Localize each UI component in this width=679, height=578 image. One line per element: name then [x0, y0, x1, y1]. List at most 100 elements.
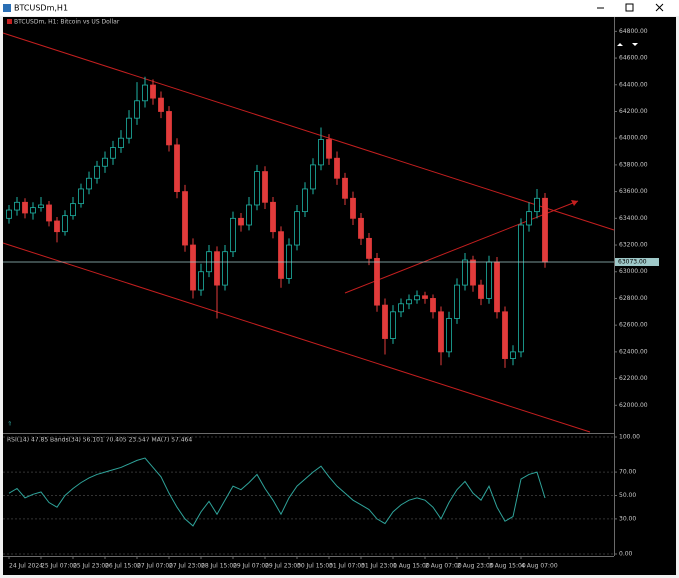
y-tick-label: 64200.00: [619, 108, 648, 115]
price-label-box: [615, 257, 659, 266]
candle-body: [326, 139, 332, 159]
candle-body: [526, 211, 532, 226]
candle-body: [430, 298, 436, 313]
candle-body: [462, 259, 468, 286]
candle-body: [438, 311, 444, 353]
candle-body: [150, 84, 156, 99]
candle-body: [486, 261, 492, 299]
candle-body: [374, 257, 380, 306]
candle-body: [270, 201, 276, 233]
candle-body: [246, 204, 252, 226]
candle-body: [174, 144, 180, 193]
candle-body: [310, 164, 316, 190]
title-bar: [0, 0, 679, 16]
candle-body: [398, 303, 404, 313]
candle-body: [30, 207, 36, 214]
candle-body: [382, 304, 388, 339]
chart-area: [3, 17, 676, 575]
candle-body: [230, 217, 236, 253]
x-tick-label: 28 Jul 15:00: [201, 563, 237, 570]
candle-body: [166, 111, 172, 146]
candle-body: [502, 311, 508, 359]
candle-body: [158, 97, 164, 112]
candle-body: [86, 177, 92, 190]
close-button[interactable]: [655, 3, 664, 12]
candle-body: [454, 284, 460, 319]
x-tick-label: 31 Jul 07:00: [329, 563, 365, 570]
y-tick-label: 62400.00: [619, 348, 648, 355]
y-tick-label: 63600.00: [619, 188, 648, 195]
indicator-tick-label: 100.00: [619, 434, 640, 441]
x-tick-label: 24 Jul 2024: [9, 563, 43, 570]
candle-body: [358, 217, 364, 239]
candle-body: [494, 261, 500, 313]
y-tick-label: 63800.00: [619, 161, 648, 168]
chart-title: BTCUSDm, H1: Bitcoin vs US Dollar: [14, 19, 120, 26]
candle-body: [6, 209, 12, 219]
y-tick-label: 64000.00: [619, 135, 648, 142]
indicator-tick-label: 50.00: [619, 492, 636, 499]
x-tick-label: 29 Jul 07:00: [233, 563, 269, 570]
candle-body: [94, 165, 100, 179]
candle-body: [318, 139, 324, 166]
candle-body: [118, 137, 124, 148]
candle-body: [510, 351, 516, 359]
price-label: 63073.00: [618, 258, 647, 265]
x-tick-label: 4 Aug 07:00: [521, 563, 558, 570]
candle-body: [102, 157, 108, 167]
candle-body: [62, 215, 68, 233]
candle-body: [302, 188, 308, 213]
x-tick-label: 29 Jul 23:00: [265, 563, 301, 570]
indicator-title: RSI(14) 47.85 Bands(34) 56.101 70.405 23…: [7, 437, 192, 444]
app-icon: [3, 4, 11, 12]
indicator-tick-label: 0.00: [619, 551, 633, 558]
candle-body: [446, 318, 452, 353]
candle-body: [126, 117, 132, 139]
x-tick-label: 26 Jul 15:00: [105, 563, 141, 570]
channel-arrow: [571, 200, 578, 206]
candle-body: [142, 84, 148, 102]
candle-body: [262, 171, 268, 203]
channel-lines: [2, 32, 615, 433]
y-tick-label: 62600.00: [619, 322, 648, 329]
candle-body: [254, 171, 260, 206]
candle-body: [14, 201, 20, 211]
candle-body: [190, 244, 196, 291]
candle-body: [54, 220, 60, 233]
candle-body: [366, 237, 372, 259]
candle-body: [214, 251, 220, 286]
candle-body: [238, 217, 244, 226]
candle-body: [46, 204, 52, 222]
channel-upper: [2, 32, 615, 231]
x-tick-label: 25 Jul 23:00: [73, 563, 109, 570]
x-tick-label: 3 Aug 15:00: [489, 563, 526, 570]
x-tick-label: 2 Aug 07:00: [425, 563, 462, 570]
channel-lower: [2, 242, 591, 433]
candle-body: [406, 299, 412, 305]
candle-body: [414, 295, 420, 301]
candle-body: [278, 231, 284, 279]
candle-body: [294, 211, 300, 246]
x-tick-label: 1 Aug 15:00: [393, 563, 430, 570]
channel-mid: [344, 200, 579, 294]
y-tick-label: 63400.00: [619, 215, 648, 222]
trade-indicator: ⇑: [7, 421, 12, 428]
candle-body: [22, 201, 28, 214]
candle-body: [342, 177, 348, 199]
y-tick-label: 64800.00: [619, 28, 648, 35]
candle-body: [134, 100, 140, 119]
one-click-arrows[interactable]: [617, 43, 638, 46]
y-tick-label: 62200.00: [619, 375, 648, 382]
x-tick-label: 2 Aug 23:00: [457, 563, 494, 570]
chart-icon: [7, 19, 12, 24]
x-tick-label: 27 Jul 07:00: [137, 563, 173, 570]
candle-body: [222, 251, 228, 286]
candle-body: [38, 204, 44, 209]
candle-body: [110, 147, 116, 159]
candle-body: [350, 197, 356, 219]
maximize-button[interactable]: [625, 3, 634, 12]
candle-body: [534, 197, 540, 213]
indicator-tick-label: 70.00: [619, 469, 636, 476]
